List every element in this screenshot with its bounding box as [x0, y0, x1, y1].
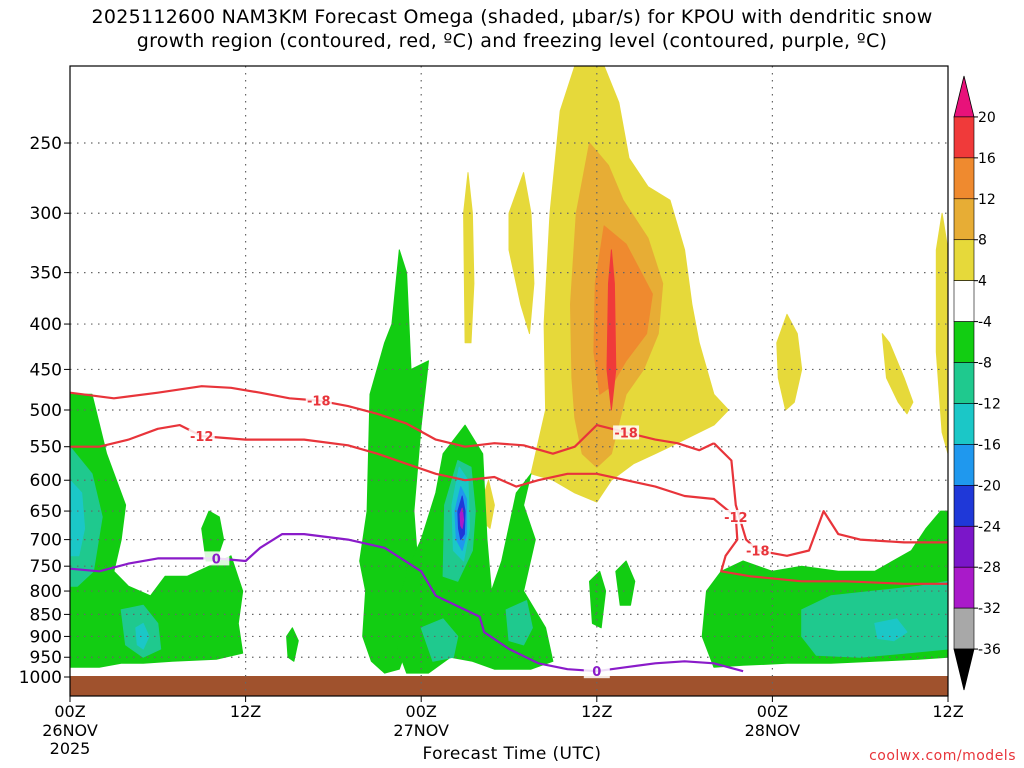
- colorbar-swatch: [953, 403, 975, 445]
- colorbar-tick-label-2: 12: [978, 192, 996, 208]
- contour-label--18: -18: [307, 395, 331, 410]
- y-tick-label-350: 350: [30, 264, 62, 284]
- chart-title-line2: growth region (contoured, red, ºC) and f…: [136, 30, 888, 52]
- x-tick-date-24h: 27NOV: [393, 721, 449, 740]
- omega-region-east-lift-yellow-3: [935, 212, 949, 455]
- y-tick-label-300: 300: [30, 204, 62, 224]
- contour-label-freezing-level: 0: [212, 552, 221, 567]
- omega-region-sink-purple-core: [459, 507, 465, 529]
- omega-shading: [69, 65, 949, 674]
- colorbar-tick-label-13: -36: [978, 642, 1001, 658]
- colorbar-tick-label-9: -20: [978, 478, 1001, 494]
- y-tick-label-750: 750: [30, 557, 62, 577]
- colorbar-swatch-bottom: [953, 648, 975, 691]
- colorbar-swatch: [953, 566, 975, 609]
- colorbar-tick-label-11: -28: [978, 560, 1001, 576]
- omega-region-east-lift-yellow-1: [776, 313, 803, 411]
- colorbar-swatch: [953, 321, 975, 363]
- contour-label--18-east: -18: [746, 544, 770, 559]
- colorbar-swatch: [953, 444, 975, 486]
- y-tick-label-500: 500: [30, 401, 62, 421]
- omega-region-sink-green-mid: [395, 424, 554, 674]
- colorbar-swatch: [953, 198, 975, 241]
- contour-label--18: -18: [614, 426, 638, 441]
- x-tick-label-12h: 12Z: [230, 702, 261, 721]
- x-tick-year: 2025: [50, 739, 91, 758]
- y-tick-label-1000: 1000: [19, 668, 62, 688]
- contour-label-bg: [203, 551, 230, 566]
- colorbar-tick-label-7: -12: [978, 396, 1001, 412]
- colorbar: 20 16 12 8 4 -4 -8 -12 -16 -20 -24 -28 -32 -36: [953, 75, 1001, 691]
- colorbar-tick-label-4: 4: [978, 274, 987, 290]
- axes: 2503003504004505005506006507007508008509…: [19, 134, 964, 758]
- omega-region-sink-cyan-west-2: [135, 622, 150, 650]
- contour-label-bg: [613, 425, 640, 440]
- colorbar-swatch: [953, 362, 975, 404]
- colorbar-swatch: [953, 157, 975, 200]
- colorbar-swatch: [953, 525, 975, 568]
- y-tick-label-550: 550: [30, 438, 62, 458]
- omega-region-upper-lift-yellow-west: [463, 172, 475, 344]
- x-axis-label: Forecast Time (UTC): [422, 744, 602, 764]
- y-tick-label-600: 600: [30, 471, 62, 491]
- omega-region-east-lift-yellow-2: [881, 333, 914, 415]
- colorbar-tick-label-10: -24: [978, 519, 1001, 535]
- contour-label-bg: [722, 509, 749, 524]
- omega-region-upper-lift-yellow-lobe: [508, 172, 535, 335]
- y-tick-label-700: 700: [30, 531, 62, 551]
- temperature-contours: -18 -18 -18 -12 -12 0 0: [69, 385, 948, 680]
- plot-frame: [69, 65, 949, 697]
- colorbar-tick-label-0: 20: [978, 110, 996, 126]
- chart-title-line1: 2025112600 NAM3KM Forecast Omega (shaded…: [91, 6, 933, 28]
- contour-label-bg: [188, 429, 215, 444]
- contour-label-bg: [744, 543, 771, 558]
- omega-region-sink-green-small-2: [615, 560, 636, 606]
- contour-label--12: -12: [190, 430, 214, 445]
- colorbar-tick-label-5: -4: [978, 315, 992, 331]
- colorbar-swatch: [953, 239, 975, 281]
- y-tick-label-400: 400: [30, 315, 62, 335]
- omega-region-sink-green-small-1: [589, 570, 607, 629]
- contour-label-freezing-level: 0: [592, 665, 601, 680]
- contour--18-east: [713, 442, 948, 557]
- x-tick-label-0h: 00Z: [54, 702, 85, 721]
- y-tick-label-650: 650: [30, 502, 62, 522]
- grid-lines: [70, 66, 948, 696]
- y-tick-label-900: 900: [30, 627, 62, 647]
- colorbar-tick-label-6: -8: [978, 356, 992, 372]
- colorbar-swatch: [953, 485, 975, 527]
- site-credit[interactable]: coolwx.com/models: [869, 748, 1016, 764]
- y-tick-label-950: 950: [30, 648, 62, 668]
- colorbar-tick-label-12: -32: [978, 601, 1001, 617]
- x-tick-label-24h: 00Z: [406, 702, 437, 721]
- ground-surface: [70, 676, 948, 696]
- colorbar-tick-label-3: 8: [978, 233, 987, 249]
- omega-region-sink-green-spot: [286, 627, 299, 662]
- contour-freezing-level: [69, 532, 744, 673]
- contour-label-bg: [583, 664, 610, 679]
- x-tick-label-36h: 12Z: [581, 702, 612, 721]
- contour-label--12: -12: [724, 511, 748, 526]
- y-tick-label-850: 850: [30, 605, 62, 625]
- x-tick-label-60h: 12Z: [932, 702, 963, 721]
- colorbar-swatch: [953, 116, 975, 159]
- x-tick-label-48h: 00Z: [757, 702, 788, 721]
- colorbar-swatch: [953, 607, 975, 650]
- x-tick-date-48h: 28NOV: [745, 721, 801, 740]
- colorbar-tick-label-1: 16: [978, 151, 996, 167]
- x-tick-date-0h: 26NOV: [42, 721, 98, 740]
- colorbar-swatch-top: [953, 75, 975, 118]
- colorbar-swatch: [953, 280, 975, 322]
- contour-label-bg: [305, 393, 332, 408]
- colorbar-tick-label-8: -16: [978, 437, 1001, 453]
- y-tick-label-250: 250: [30, 134, 62, 154]
- omega-region-sink-cyan-east: [874, 618, 908, 642]
- y-tick-label-450: 450: [30, 360, 62, 380]
- y-tick-label-800: 800: [30, 582, 62, 602]
- omega-region-sink-teal-lower: [420, 618, 459, 662]
- omega-region-sink-teal-lower-2: [505, 600, 533, 646]
